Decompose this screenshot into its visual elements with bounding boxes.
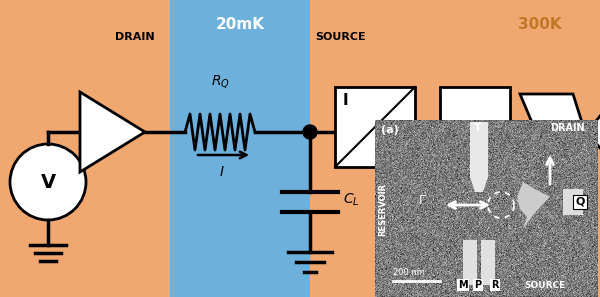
Text: Q: Q [575,197,584,207]
Bar [170,0,310,297]
Text: P: P [475,280,482,290]
Bar [440,87,510,167]
Text: $R_Q$: $R_Q$ [211,73,229,90]
Polygon shape [470,177,488,192]
Bar [335,87,415,167]
Text: SOURCE: SOURCE [315,32,365,42]
Text: DRAIN: DRAIN [115,32,155,42]
Text: 300K: 300K [518,17,562,32]
FancyBboxPatch shape [463,240,477,285]
Polygon shape [520,94,585,170]
Circle shape [303,125,317,139]
FancyBboxPatch shape [481,240,495,285]
FancyBboxPatch shape [563,189,583,215]
Text: 200 nm: 200 nm [393,268,425,277]
Text: LPF: LPF [461,120,490,134]
Text: SOURCE: SOURCE [524,281,566,290]
Text: $\Gamma$: $\Gamma$ [418,194,427,206]
Text: $C_L$: $C_L$ [343,192,359,208]
Text: I: I [343,93,349,108]
Text: RESERVOIR: RESERVOIR [379,182,388,236]
Polygon shape [587,110,600,154]
Text: T: T [474,123,482,133]
Text: $I$: $I$ [219,165,225,179]
FancyBboxPatch shape [470,122,488,177]
Polygon shape [517,182,550,229]
Text: ADC: ADC [538,125,571,139]
Text: M: M [458,280,468,290]
Text: V: V [395,146,407,161]
Text: (a): (a) [381,125,399,135]
Circle shape [10,144,86,220]
Text: V: V [40,173,56,192]
Text: 20mK: 20mK [215,17,265,32]
Text: R: R [491,280,499,290]
Text: DRAIN: DRAIN [550,123,585,133]
Polygon shape [80,92,145,172]
